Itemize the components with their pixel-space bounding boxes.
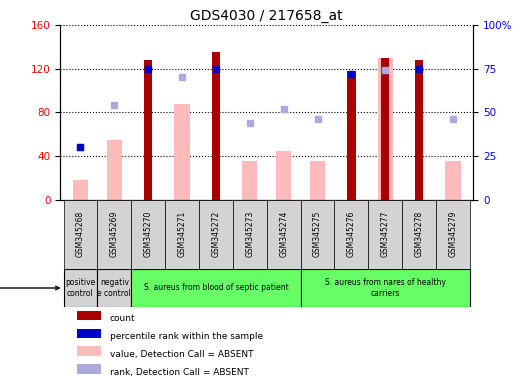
Text: S. aureus from nares of healthy
carriers: S. aureus from nares of healthy carriers (325, 278, 446, 298)
Text: GSM345270: GSM345270 (144, 211, 153, 257)
Title: GDS4030 / 217658_at: GDS4030 / 217658_at (190, 8, 343, 23)
Bar (77, 311, 101, 319)
Text: negativ
e control: negativ e control (97, 278, 131, 298)
Text: GSM345276: GSM345276 (347, 211, 356, 257)
Bar (77, 364, 101, 374)
Bar (63, 269, 97, 307)
Bar (347, 71, 356, 200)
Text: GSM345274: GSM345274 (279, 211, 288, 257)
Bar (301, 200, 335, 269)
Bar (175, 104, 190, 200)
Bar (267, 200, 301, 269)
Text: GSM345279: GSM345279 (449, 211, 458, 257)
Bar (77, 328, 101, 338)
Bar (381, 58, 390, 200)
Bar (97, 200, 131, 269)
Text: count: count (110, 314, 135, 323)
Bar (415, 60, 423, 200)
Bar (97, 269, 131, 307)
Bar (73, 180, 88, 200)
Bar (378, 58, 393, 200)
Bar (107, 140, 122, 200)
Text: GSM345269: GSM345269 (110, 211, 119, 257)
Text: GSM345268: GSM345268 (76, 211, 85, 257)
Text: GSM345273: GSM345273 (245, 211, 254, 257)
Bar (63, 200, 97, 269)
Text: value, Detection Call = ABSENT: value, Detection Call = ABSENT (110, 350, 253, 359)
Bar (199, 200, 233, 269)
Bar (77, 346, 101, 356)
Bar (310, 161, 325, 200)
Bar (301, 269, 470, 307)
Bar (144, 60, 152, 200)
Bar (335, 200, 368, 269)
Text: rank, Detection Call = ABSENT: rank, Detection Call = ABSENT (110, 368, 248, 377)
Text: GSM345277: GSM345277 (381, 211, 390, 257)
Text: infection: infection (0, 283, 59, 293)
Bar (402, 200, 436, 269)
Text: GSM345278: GSM345278 (415, 211, 424, 257)
Text: GSM345272: GSM345272 (211, 211, 220, 257)
Bar (131, 269, 301, 307)
Text: S. aureus from blood of septic patient: S. aureus from blood of septic patient (143, 283, 288, 293)
Bar (446, 161, 461, 200)
Text: GSM345275: GSM345275 (313, 211, 322, 257)
Text: percentile rank within the sample: percentile rank within the sample (110, 332, 263, 341)
Text: positive
control: positive control (65, 278, 96, 298)
Text: GSM345271: GSM345271 (178, 211, 187, 257)
Bar (436, 200, 470, 269)
Bar (131, 200, 165, 269)
Bar (276, 151, 291, 200)
Bar (242, 161, 257, 200)
Bar (165, 200, 199, 269)
Bar (368, 200, 402, 269)
Bar (233, 200, 267, 269)
Bar (212, 52, 220, 200)
